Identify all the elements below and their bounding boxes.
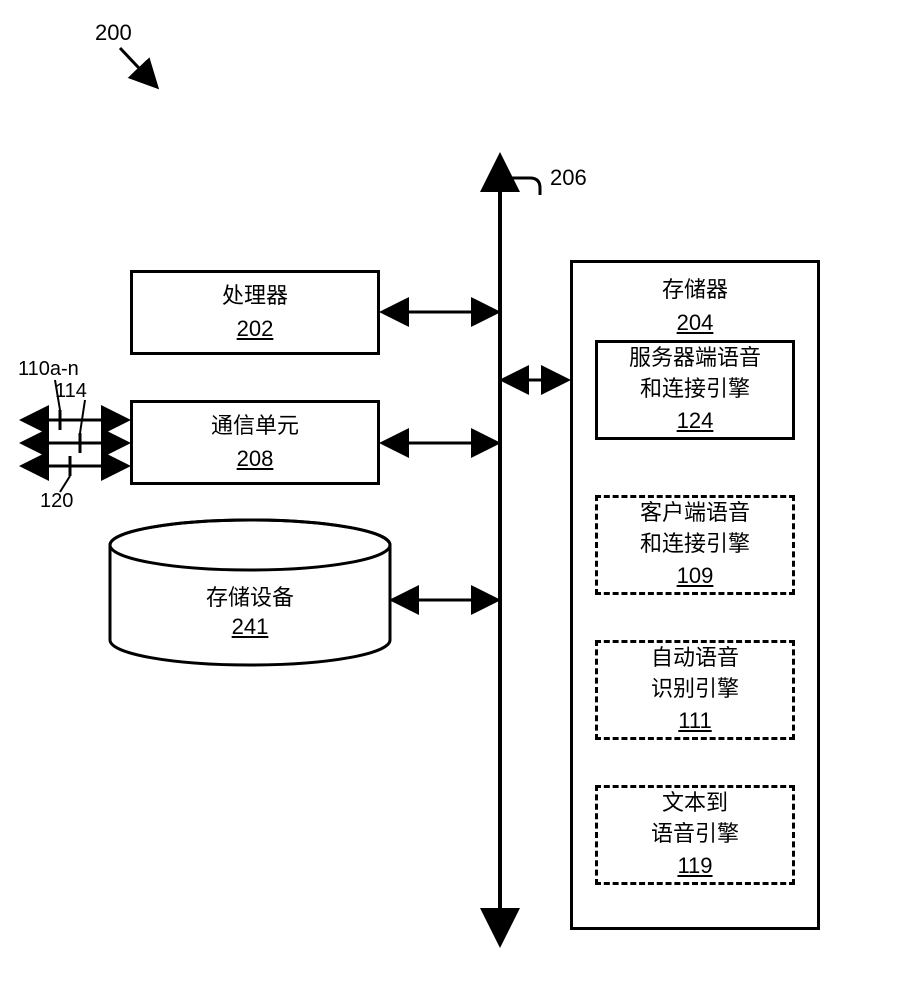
port-c-label: 120 [40, 490, 73, 513]
figure-ref-label: 200 [95, 20, 132, 46]
memory-module-asr: 自动语音 识别引擎 111 [595, 640, 795, 740]
processor-block: 处理器 202 [130, 270, 380, 355]
comm-block: 通信单元 208 [130, 400, 380, 485]
port-b-label: 114 [55, 380, 87, 403]
memory-module-tts: 文本到 语音引擎 119 [595, 785, 795, 885]
comm-ref: 208 [237, 444, 274, 475]
memory-title: 存储器 [662, 275, 728, 306]
port-a-label: 110a-n [18, 358, 79, 381]
memory-ref: 204 [677, 308, 714, 339]
comm-title: 通信单元 [211, 411, 299, 442]
processor-ref: 202 [237, 314, 274, 345]
memory-module-server-voice: 服务器端语音 和连接引擎 124 [595, 340, 795, 440]
processor-title: 处理器 [222, 281, 288, 312]
memory-module-client-voice: 客户端语音 和连接引擎 109 [595, 495, 795, 595]
bus-ref-label: 206 [550, 165, 587, 191]
storage-title: 存储设备 241 [110, 580, 390, 640]
